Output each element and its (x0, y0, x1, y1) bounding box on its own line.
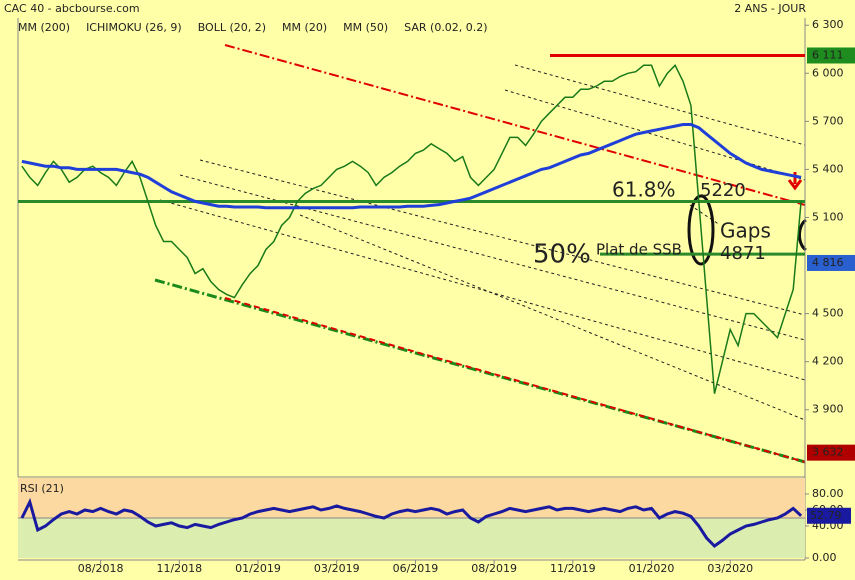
annotation: Plat de SSB (596, 241, 682, 259)
annotation: 5220 (700, 180, 746, 201)
legend-entry: MM (20) (282, 21, 327, 34)
price-marker-label: 6 111 (812, 48, 844, 61)
channel-line (159, 199, 806, 381)
annotation: Gaps (720, 219, 771, 243)
legend-entry: BOLL (20, 2) (198, 21, 266, 34)
x-tick-label: 03/2020 (707, 562, 753, 575)
gap-circle (797, 218, 807, 252)
annotation: 61.8% (612, 178, 676, 202)
rsi-marker-label: 52.79 (810, 509, 842, 522)
y-tick-label: 4 200 (812, 355, 844, 368)
y-tick-label: 6 000 (812, 66, 844, 79)
channel-line (514, 64, 806, 146)
rsi-marker (807, 507, 851, 524)
gap-circle (687, 194, 715, 266)
price-marker (807, 444, 855, 461)
price-marker-label: 3 632 (812, 446, 844, 459)
y-tick-label: 5 700 (812, 114, 844, 127)
moving-average (21, 123, 802, 210)
legend-entry: ICHIMOKU (26, 9) (86, 21, 182, 34)
arrow (787, 172, 803, 191)
annotation: 4871 (720, 243, 766, 264)
price-line (21, 64, 802, 394)
channel-line (689, 204, 721, 226)
support-line (224, 297, 806, 463)
y-tick-label: 80.00 (812, 487, 844, 500)
y-tick-label: 6 300 (812, 18, 844, 31)
x-tick-label: 03/2019 (314, 562, 360, 575)
chart-title: CAC 40 - abcbourse.com (4, 2, 140, 15)
chart-subtitle: 2 ANS - JOUR (734, 2, 806, 15)
price-marker-label: 4 816 (812, 256, 844, 269)
channel-line (299, 214, 806, 421)
x-tick-label: 08/2019 (471, 562, 517, 575)
price-marker (807, 254, 855, 271)
channel-line (199, 159, 806, 316)
x-tick-label: 06/2019 (393, 562, 439, 575)
x-tick-label: 01/2019 (235, 562, 281, 575)
x-tick-label: 11/2018 (156, 562, 202, 575)
trend-lines (154, 44, 807, 464)
channel-line (504, 89, 806, 181)
price-marker (807, 47, 855, 64)
y-tick-label: 4 500 (812, 307, 844, 320)
annotation: 50% (533, 240, 591, 270)
rsi-line (20, 497, 803, 548)
rsi-zone (18, 518, 805, 558)
y-tick-label: 0.00 (812, 551, 837, 564)
rsi-title: RSI (21) (20, 482, 64, 495)
x-tick-label: 08/2018 (78, 562, 124, 575)
legend-entry: MM (50) (343, 21, 388, 34)
x-tick-label: 01/2020 (629, 562, 675, 575)
legend-entry: MM (200) (18, 21, 70, 34)
x-tick-label: 11/2019 (550, 562, 596, 575)
legend-entry: SAR (0.02, 0.2) (404, 21, 487, 34)
y-tick-label: 5 100 (812, 210, 844, 223)
y-tick-label: 5 400 (812, 162, 844, 175)
y-tick-label: 3 900 (812, 403, 844, 416)
